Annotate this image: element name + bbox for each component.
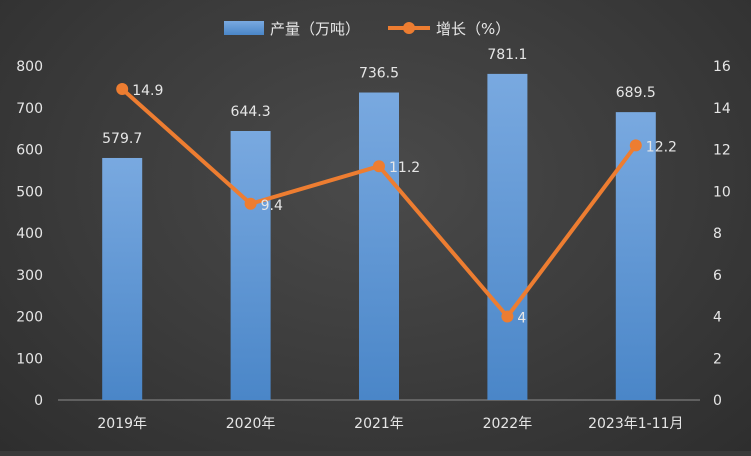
x-tick-label: 2023年1-11月: [588, 416, 683, 432]
y-right-tick-label: 8: [713, 226, 722, 242]
y-left-tick-label: 0: [34, 393, 43, 409]
line-labels: 14.9 9.4 11.2 4 12.2: [132, 83, 677, 327]
y-left-tick-label: 700: [16, 101, 43, 117]
y-left-tick-label: 200: [16, 310, 43, 326]
bar: [487, 73, 528, 400]
growth-point: [501, 310, 514, 323]
x-tick-label: 2022年: [483, 416, 533, 432]
axes: 0 100 200 300 400 500 600 700 800 0 2 4 6 8 10 12 14 16 20…: [16, 59, 731, 432]
growth-value-label: 12.2: [646, 139, 677, 155]
legend-line-label: 增长（%）: [436, 20, 510, 38]
y-left-tick-label: 400: [16, 226, 43, 242]
bar: [359, 92, 399, 400]
y-right-tick-label: 2: [713, 351, 722, 367]
y-right-tick-label: 0: [713, 393, 722, 409]
legend-line-marker: [403, 22, 415, 34]
bar-value-label: 736.5: [359, 66, 399, 82]
growth-point: [116, 82, 129, 95]
growth-value-label: 14.9: [132, 83, 163, 99]
x-tick-label: 2020年: [226, 416, 276, 432]
y-left-tick-label: 600: [16, 143, 43, 159]
bar-value-label: 644.3: [231, 104, 271, 120]
bar: [102, 157, 143, 400]
growth-point: [373, 160, 385, 173]
bars: [102, 73, 656, 400]
y-left-tick-label: 300: [16, 268, 43, 284]
bar-value-label: 689.5: [616, 85, 656, 101]
growth-point: [244, 197, 257, 210]
y-left-tick-label: 500: [16, 184, 43, 200]
legend-bar-label: 产量（万吨）: [270, 20, 360, 38]
bar-labels: 579.7 644.3 736.5 781.1 689.5: [102, 47, 656, 147]
y-right-tick-label: 10: [713, 184, 731, 200]
y-right-tick-label: 16: [713, 59, 731, 75]
legend: 产量（万吨） 增长（%）: [224, 20, 510, 38]
growth-value-label: 9.4: [261, 198, 283, 214]
bar-value-label: 579.7: [102, 131, 142, 147]
growth-line: [116, 82, 642, 323]
y-left-tick-label: 800: [16, 59, 43, 75]
y-right-tick-label: 6: [713, 268, 722, 284]
bar: [230, 131, 271, 400]
y-right-tick-label: 14: [713, 101, 731, 117]
y-right-tick-label: 12: [713, 143, 731, 159]
growth-point: [629, 139, 642, 152]
y-right-tick-label: 4: [713, 310, 722, 326]
legend-bar-swatch: [224, 21, 264, 35]
growth-value-label: 4: [517, 311, 526, 327]
bar-value-label: 781.1: [487, 47, 527, 63]
x-tick-label: 2019年: [97, 416, 147, 432]
growth-value-label: 11.2: [389, 160, 420, 176]
x-tick-label: 2021年: [354, 416, 404, 432]
y-left-tick-label: 100: [16, 351, 43, 367]
